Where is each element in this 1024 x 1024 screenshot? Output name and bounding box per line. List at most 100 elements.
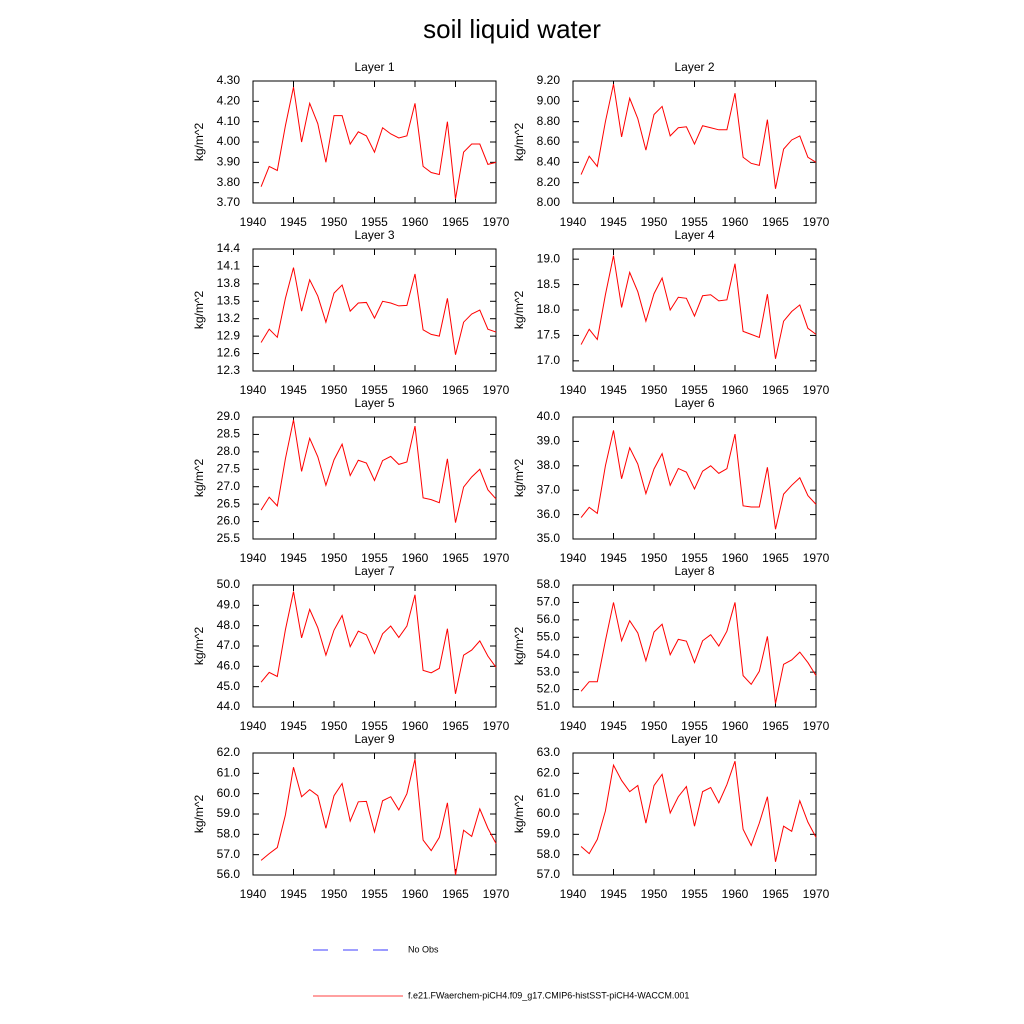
y-tick-label: 37.0 xyxy=(537,482,561,496)
data-line xyxy=(260,86,497,200)
x-tick-label: 1960 xyxy=(402,383,429,397)
y-tick-label: 54.0 xyxy=(537,647,561,661)
y-tick-label: 3.80 xyxy=(217,175,241,189)
x-tick-label: 1950 xyxy=(641,887,668,901)
x-tick-label: 1960 xyxy=(402,551,429,565)
y-tick-label: 13.2 xyxy=(217,311,241,325)
y-tick-label: 38.0 xyxy=(537,458,561,472)
x-tick-label: 1965 xyxy=(762,551,789,565)
y-tick-label: 63.0 xyxy=(537,745,561,759)
x-tick-label: 1960 xyxy=(402,719,429,733)
y-tick-label: 56.0 xyxy=(537,612,561,626)
panel-title: Layer 3 xyxy=(354,228,394,242)
y-tick-label: 4.10 xyxy=(217,114,241,128)
x-tick-label: 1965 xyxy=(762,719,789,733)
plot-frame xyxy=(572,416,817,540)
x-tick-label: 1945 xyxy=(600,719,627,733)
y-tick-label: 14.1 xyxy=(217,259,241,273)
x-tick-label: 1945 xyxy=(280,887,307,901)
x-tick-label: 1950 xyxy=(321,887,348,901)
panel-title: Layer 7 xyxy=(354,564,394,578)
y-tick-label: 57.0 xyxy=(537,867,561,881)
plot-frame xyxy=(572,80,817,204)
y-tick-label: 39.0 xyxy=(537,434,561,448)
y-axis-label: kg/m^2 xyxy=(192,123,206,162)
x-tick-label: 1940 xyxy=(240,215,267,229)
panel-title: Layer 5 xyxy=(354,396,394,410)
plot-frame xyxy=(572,248,817,372)
y-tick-label: 46.0 xyxy=(217,659,241,673)
x-tick-label: 1940 xyxy=(560,887,587,901)
y-tick-label: 60.0 xyxy=(217,786,241,800)
y-tick-label: 26.5 xyxy=(217,496,241,510)
plot-frame xyxy=(572,752,817,876)
y-tick-label: 27.5 xyxy=(217,461,241,475)
x-tick-label: 1940 xyxy=(240,551,267,565)
x-tick-label: 1945 xyxy=(280,215,307,229)
y-tick-label: 60.0 xyxy=(537,806,561,820)
y-tick-label: 12.6 xyxy=(217,346,241,360)
x-tick-label: 1940 xyxy=(240,383,267,397)
y-tick-label: 57.0 xyxy=(217,847,241,861)
x-tick-label: 1945 xyxy=(600,215,627,229)
y-axis-label: kg/m^2 xyxy=(192,627,206,666)
y-tick-label: 4.30 xyxy=(217,73,241,87)
x-tick-label: 1955 xyxy=(361,887,388,901)
x-tick-label: 1955 xyxy=(681,887,708,901)
y-tick-label: 57.0 xyxy=(537,595,561,609)
x-tick-label: 1940 xyxy=(240,887,267,901)
x-tick-label: 1970 xyxy=(803,383,830,397)
x-tick-label: 1965 xyxy=(442,887,469,901)
x-tick-label: 1970 xyxy=(803,215,830,229)
data-line xyxy=(260,758,497,876)
y-tick-label: 56.0 xyxy=(217,867,241,881)
x-tick-label: 1950 xyxy=(321,719,348,733)
x-tick-label: 1950 xyxy=(321,215,348,229)
y-tick-label: 18.0 xyxy=(537,302,561,316)
legend-label: No Obs xyxy=(408,944,439,954)
data-line xyxy=(260,591,497,694)
panel-title: Layer 10 xyxy=(671,732,718,746)
y-tick-label: 45.0 xyxy=(217,679,241,693)
x-tick-label: 1960 xyxy=(402,887,429,901)
x-tick-label: 1965 xyxy=(442,551,469,565)
x-tick-label: 1955 xyxy=(361,719,388,733)
data-line xyxy=(580,760,817,862)
y-tick-label: 35.0 xyxy=(537,531,561,545)
x-tick-label: 1940 xyxy=(560,719,587,733)
y-tick-label: 12.9 xyxy=(217,328,241,342)
data-line xyxy=(580,83,817,189)
y-tick-label: 17.5 xyxy=(537,328,561,342)
x-tick-label: 1945 xyxy=(280,719,307,733)
data-line xyxy=(260,267,497,355)
y-tick-label: 50.0 xyxy=(217,577,241,591)
y-tick-label: 59.0 xyxy=(217,806,241,820)
y-tick-label: 8.60 xyxy=(537,134,561,148)
y-tick-label: 26.0 xyxy=(217,514,241,528)
y-tick-label: 40.0 xyxy=(537,409,561,423)
y-tick-label: 47.0 xyxy=(217,638,241,652)
y-axis-label: kg/m^2 xyxy=(512,795,526,834)
panel-title: Layer 8 xyxy=(674,564,714,578)
y-axis-label: kg/m^2 xyxy=(192,291,206,330)
y-tick-label: 8.00 xyxy=(537,195,561,209)
x-tick-label: 1950 xyxy=(641,719,668,733)
x-tick-label: 1955 xyxy=(681,215,708,229)
plot-frame xyxy=(252,248,497,372)
x-tick-label: 1950 xyxy=(641,215,668,229)
x-tick-label: 1945 xyxy=(600,383,627,397)
x-tick-label: 1970 xyxy=(483,215,510,229)
y-tick-label: 4.20 xyxy=(217,94,241,108)
y-tick-label: 58.0 xyxy=(217,827,241,841)
x-tick-label: 1950 xyxy=(321,551,348,565)
y-tick-label: 8.40 xyxy=(537,155,561,169)
plot-frame xyxy=(252,752,497,876)
x-tick-label: 1945 xyxy=(600,551,627,565)
y-tick-label: 36.0 xyxy=(537,507,561,521)
x-tick-label: 1940 xyxy=(560,551,587,565)
y-tick-label: 28.0 xyxy=(217,444,241,458)
x-tick-label: 1970 xyxy=(803,887,830,901)
legend-label: f.e21.FWaerchem-piCH4.f09_g17.CMIP6-hist… xyxy=(408,990,689,1000)
panel-title: Layer 6 xyxy=(674,396,714,410)
